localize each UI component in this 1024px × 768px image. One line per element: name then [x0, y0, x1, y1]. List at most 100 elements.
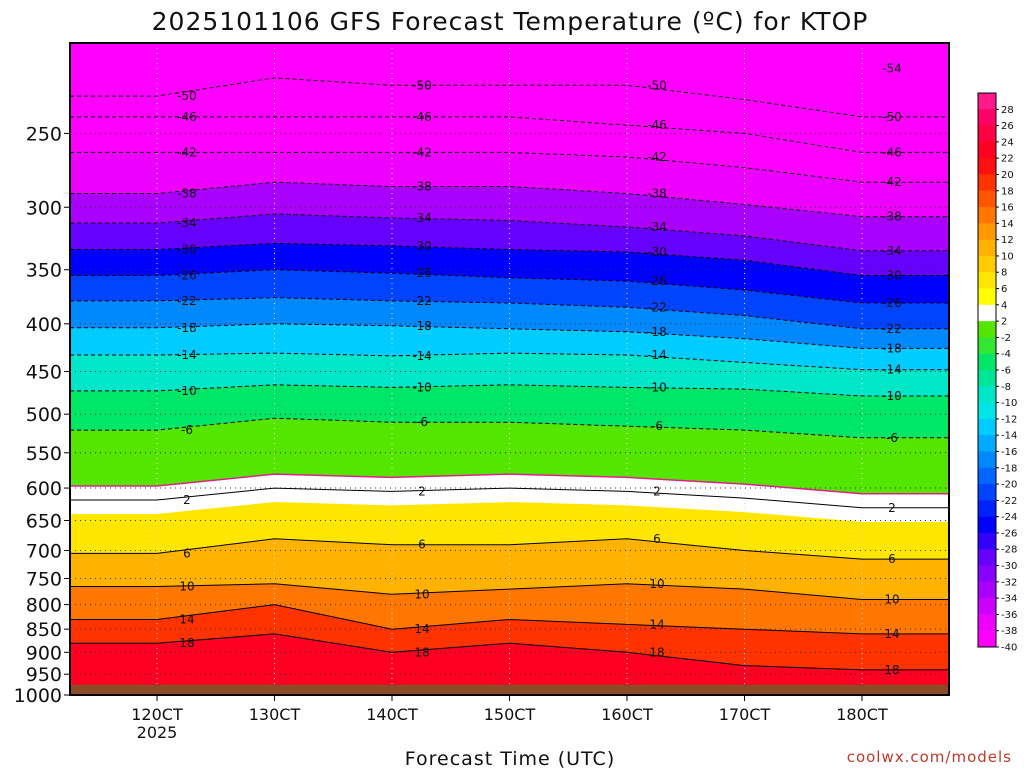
isotherm-label: -14: [882, 363, 902, 377]
colorbar-swatch: [978, 630, 996, 648]
isotherm-10: [70, 583, 949, 600]
colorbar-swatch: [978, 516, 996, 534]
colorbar: 28 26 24 22 20 18 16 14 12 10 8 6 4 2 -2 -4 -6 -8 -10 -12 -1…: [977, 92, 1017, 654]
isotherm-2: [70, 487, 949, 509]
colorbar-swatch: [978, 158, 996, 175]
colorbar-label: -6: [1001, 366, 1011, 377]
x-tick-label: 130CT: [249, 705, 301, 724]
isotherm--30: [70, 242, 949, 276]
isotherm-label: -54: [882, 62, 902, 76]
colorbar-swatch: [978, 353, 996, 371]
isotherm-18: [70, 633, 949, 671]
plot-area: -54 -50 -50 -50 -50 -46 -46 -46 -46 -42 -42 -42 -42 -…: [70, 43, 949, 695]
isotherm-label: -26: [647, 274, 667, 288]
isotherm-label: -18: [177, 321, 197, 335]
band-6: [70, 538, 949, 600]
isotherm-label: -14: [177, 348, 197, 362]
isotherm-label: 6: [653, 532, 661, 546]
isotherm-label: 10: [414, 587, 429, 601]
colorbar-swatch: [978, 190, 996, 208]
isotherm-label: -26: [177, 268, 197, 282]
isotherm-label: -46: [177, 110, 197, 124]
x-tick-label: 120CT: [131, 705, 183, 724]
x-tick-label: 150CT: [484, 705, 536, 724]
isotherm-label: -30: [177, 243, 197, 257]
colorbar-label: 4: [1001, 300, 1007, 311]
isotherm-label: -14: [647, 348, 667, 362]
isotherm-label: 14: [179, 613, 194, 627]
isotherm-label: -34: [177, 216, 197, 230]
band--50: [70, 77, 949, 153]
y-axis: 2503003504004505005506006507007508008509…: [14, 123, 70, 707]
isotherm-label: -30: [647, 245, 667, 259]
isotherm-label: -34: [412, 211, 432, 225]
ground-below-surface: [70, 684, 949, 695]
isotherm-label: 18: [884, 663, 899, 677]
colorbar-swatch: [978, 337, 996, 355]
band--38: [70, 182, 949, 251]
temperature-bands: [70, 43, 949, 695]
colorbar-label: -14: [1001, 431, 1017, 442]
isotherm-label: -26: [412, 266, 432, 280]
isotherm--18: [70, 323, 949, 349]
y-tick-label: 1000: [14, 685, 62, 707]
isotherm-label: -10: [177, 384, 197, 398]
isotherm-label: -6: [651, 419, 663, 433]
isotherm-label: -6: [416, 415, 428, 429]
isotherm-label: -10: [647, 380, 667, 394]
y-tick-label: 600: [26, 478, 62, 500]
isotherm-label: -50: [412, 78, 432, 92]
isotherm-label: -6: [886, 431, 898, 445]
isotherm-label: 10: [179, 579, 194, 593]
isotherm-label: -46: [882, 145, 902, 159]
colorbar-swatch: [978, 435, 996, 452]
isotherm-label: -50: [177, 89, 197, 103]
isotherm--50: [70, 77, 949, 118]
colorbar-label: 14: [1001, 219, 1014, 230]
colorbar-label: 22: [1001, 154, 1014, 165]
band--18: [70, 323, 949, 370]
y-tick-label: 950: [26, 664, 62, 686]
colorbar-swatch: [978, 174, 996, 192]
isotherm-label: 2: [888, 501, 896, 515]
isotherm-label: 2: [183, 493, 191, 507]
isotherm-label: -50: [882, 110, 902, 124]
colorbar-label: 26: [1001, 121, 1014, 132]
isotherm-label: 14: [414, 622, 429, 636]
isotherm-label: 18: [414, 645, 429, 659]
band--14: [70, 353, 949, 396]
colorbar-swatch: [978, 141, 996, 159]
isotherm-label: 14: [649, 617, 664, 631]
credit-text: coolwx.com/models: [847, 748, 1012, 766]
colorbar-label: -22: [1001, 496, 1017, 507]
y-tick-label: 850: [26, 619, 62, 641]
isotherm-14: [70, 604, 949, 635]
colorbar-label: -38: [1001, 626, 1017, 637]
isotherm-label: -30: [412, 239, 432, 253]
colorbar-swatch: [978, 451, 996, 469]
chart-title: 2025101106 GFS Forecast Temperature (ºC)…: [152, 7, 869, 36]
colorbar-label: -36: [1001, 610, 1017, 621]
isotherm-label: -14: [412, 349, 432, 363]
y-tick-label: 800: [26, 595, 62, 617]
isotherm-label: 10: [884, 593, 899, 607]
colorbar-label: -20: [1001, 480, 1017, 491]
isotherm-label: -22: [412, 294, 432, 308]
isotherm-label: -18: [412, 319, 432, 333]
colorbar-label: 24: [1001, 137, 1014, 148]
colorbar-swatch: [978, 386, 996, 404]
isotherm-label: -26: [882, 296, 902, 310]
colorbar-swatch: [978, 614, 996, 632]
y-tick-label: 550: [26, 443, 62, 465]
isotherm-label: 10: [649, 577, 664, 591]
isotherm-label: -38: [177, 187, 197, 201]
isotherm-label: 18: [649, 645, 664, 659]
band--34: [70, 213, 949, 276]
colorbar-label: -40: [1001, 643, 1017, 654]
y-tick-label: 400: [26, 314, 62, 336]
isotherm-label: -42: [647, 150, 667, 164]
isotherm-label: -22: [882, 322, 902, 336]
isotherm-label: -50: [647, 78, 667, 92]
colorbar-swatch: [978, 467, 996, 485]
